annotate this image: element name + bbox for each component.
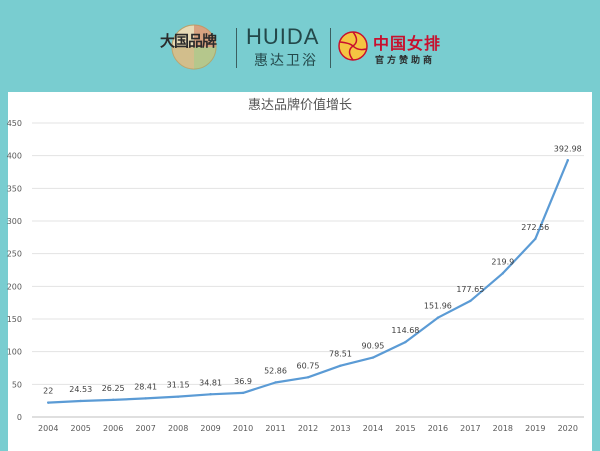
y-tick-label: 250 <box>7 250 22 259</box>
data-point <box>176 395 180 398</box>
x-tick-label: 2019 <box>525 424 545 433</box>
data-label: 26.25 <box>102 384 125 393</box>
x-tick-label: 2018 <box>493 424 513 433</box>
data-point <box>209 393 212 396</box>
sponsor-title: 中国女排 <box>373 34 442 53</box>
data-label: 177.65 <box>456 285 484 294</box>
data-label: 28.41 <box>134 382 157 391</box>
x-tick-label: 2004 <box>38 424 58 433</box>
huida-logo-cn: 惠达卫浴 <box>254 53 318 69</box>
data-label: 114.68 <box>391 326 419 335</box>
data-point <box>404 340 407 344</box>
data-point <box>436 316 440 319</box>
x-tick-label: 2013 <box>330 424 350 433</box>
data-label: 24.53 <box>69 385 92 394</box>
huida-logo: HUIDA <box>246 24 320 49</box>
sponsor-subtitle: 官方赞助商 <box>375 56 436 66</box>
y-tick-label: 200 <box>7 282 22 291</box>
data-label: 22 <box>43 387 53 396</box>
x-tick-label: 2017 <box>460 424 480 433</box>
y-tick-label: 50 <box>12 380 22 389</box>
chart-card <box>8 92 592 451</box>
x-tick-label: 2012 <box>298 424 318 433</box>
data-label: 34.81 <box>199 378 222 387</box>
data-point <box>241 391 245 395</box>
data-point <box>534 237 537 241</box>
data-label: 392.98 <box>554 144 582 153</box>
data-label: 272.56 <box>521 223 549 232</box>
data-point <box>47 401 50 404</box>
data-point <box>274 381 277 384</box>
y-tick-label: 0 <box>17 413 22 422</box>
x-tick-label: 2005 <box>71 424 91 433</box>
data-point <box>306 376 310 379</box>
y-tick-label: 350 <box>7 184 22 193</box>
y-tick-label: 100 <box>7 348 22 357</box>
data-label: 151.96 <box>424 302 452 311</box>
header-banner: 大国品牌 HUIDA 惠达卫浴 中国女排 官方赞助商 <box>0 0 600 88</box>
y-tick-label: 150 <box>7 315 22 324</box>
data-label: 60.75 <box>297 361 320 370</box>
data-point <box>566 159 569 162</box>
x-tick-label: 2008 <box>168 424 188 433</box>
y-tick-label: 450 <box>7 119 22 128</box>
data-label: 52.86 <box>264 366 287 375</box>
x-tick-label: 2010 <box>233 424 253 433</box>
data-label: 36.9 <box>234 377 252 386</box>
y-tick-label: 300 <box>7 217 22 226</box>
data-point <box>79 399 82 403</box>
x-tick-label: 2015 <box>395 424 415 433</box>
header-divider <box>330 28 331 68</box>
x-tick-label: 2016 <box>428 424 448 433</box>
volleyball-emblem-icon <box>338 31 368 61</box>
data-label: 90.95 <box>361 342 384 351</box>
x-tick-label: 2009 <box>200 424 220 433</box>
data-label: 219.9 <box>491 257 514 266</box>
x-tick-label: 2007 <box>135 424 155 433</box>
data-point <box>371 356 375 359</box>
x-tick-label: 2014 <box>363 424 383 433</box>
data-point <box>144 397 147 400</box>
data-label: 31.15 <box>167 381 190 390</box>
data-point <box>111 398 115 402</box>
data-label: 78.51 <box>329 350 352 359</box>
chart-title: 惠达品牌价值增长 <box>247 98 352 113</box>
data-point <box>469 299 472 303</box>
x-tick-label: 2006 <box>103 424 123 433</box>
x-tick-label: 2020 <box>558 424 578 433</box>
x-tick-label: 2011 <box>265 424 285 433</box>
header-divider <box>236 28 237 68</box>
brand-seal-icon <box>171 24 217 70</box>
data-point <box>501 272 505 275</box>
data-point <box>339 364 342 367</box>
y-tick-label: 400 <box>7 152 22 161</box>
brand-seal-text: 大国品牌 <box>160 32 217 50</box>
